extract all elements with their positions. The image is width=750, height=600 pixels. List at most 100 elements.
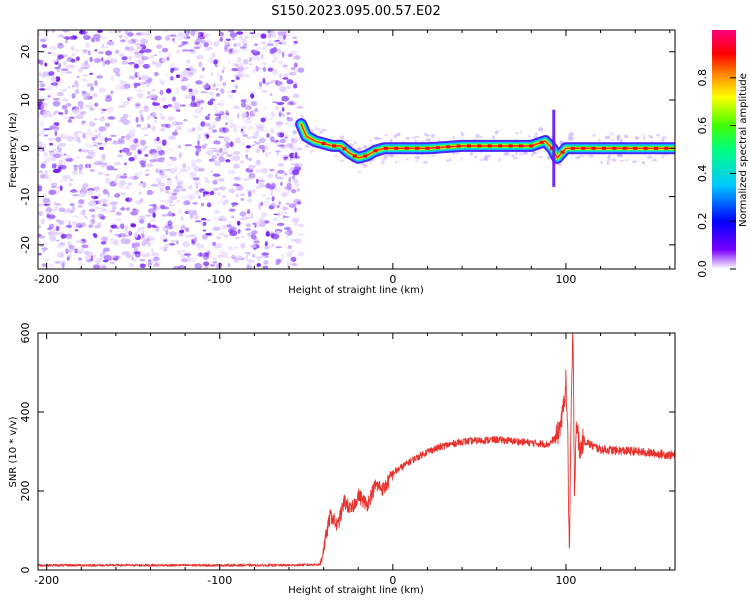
noise-speckle <box>212 257 217 261</box>
noise-speckle <box>139 197 143 204</box>
noise-speckle <box>178 44 183 48</box>
noise-speckle <box>114 178 118 184</box>
noise-speckle <box>50 82 59 86</box>
noise-speckle <box>248 157 252 162</box>
snr-y-tick-label: 0 <box>19 567 32 574</box>
noise-speckle <box>82 239 85 242</box>
noise-speckle <box>54 59 59 63</box>
noise-speckle <box>284 186 292 190</box>
noise-speckle <box>279 86 287 93</box>
noise-speckle <box>179 168 188 173</box>
noise-speckle <box>38 211 44 216</box>
spectrogram-y-tick-label: -20 <box>19 236 32 254</box>
noise-speckle <box>263 105 266 112</box>
noise-speckle <box>171 67 175 70</box>
noise-speckle <box>292 36 298 39</box>
noise-speckle <box>71 53 76 56</box>
ridge-halo-speckle <box>588 153 594 158</box>
noise-speckle <box>91 149 96 152</box>
noise-speckle <box>113 226 120 229</box>
noise-speckle <box>127 39 132 45</box>
noise-speckle <box>48 71 55 76</box>
noise-speckle <box>158 50 164 55</box>
noise-speckle <box>204 47 210 52</box>
noise-speckle <box>71 85 76 88</box>
noise-speckle <box>169 200 174 204</box>
noise-speckle <box>134 43 141 46</box>
noise-speckle <box>215 92 221 97</box>
noise-speckle <box>49 126 58 129</box>
noise-speckle <box>268 205 274 210</box>
noise-speckle <box>231 50 239 55</box>
noise-speckle <box>134 172 138 177</box>
noise-speckle <box>43 194 46 199</box>
noise-speckle <box>187 258 192 262</box>
noise-speckle <box>246 252 251 257</box>
noise-speckle <box>78 163 84 170</box>
noise-speckle <box>190 30 196 36</box>
noise-speckle <box>46 85 53 91</box>
noise-speckle <box>104 96 113 103</box>
noise-speckle <box>251 144 256 147</box>
noise-speckle <box>120 223 125 230</box>
noise-speckle <box>225 114 228 117</box>
noise-speckle <box>48 150 55 153</box>
noise-speckle <box>121 205 125 212</box>
noise-speckle <box>47 227 52 231</box>
noise-speckle <box>270 111 276 118</box>
noise-speckle <box>195 183 199 190</box>
noise-speckle <box>55 67 64 71</box>
noise-speckle <box>116 154 124 158</box>
noise-speckle <box>38 140 42 147</box>
noise-speckle <box>137 227 141 232</box>
ridge-peak-mark <box>383 146 388 150</box>
noise-speckle <box>99 199 108 203</box>
noise-speckle <box>94 144 99 147</box>
ridge-halo-speckle <box>380 160 386 163</box>
noise-speckle <box>276 152 279 157</box>
noise-speckle <box>166 52 173 59</box>
noise-speckle <box>38 59 41 64</box>
noise-speckle <box>222 127 230 133</box>
noise-speckle <box>90 195 98 199</box>
ridge-halo-speckle <box>406 158 409 161</box>
noise-speckle <box>177 208 182 215</box>
noise-speckle <box>295 163 303 168</box>
noise-speckle <box>271 138 276 143</box>
noise-speckle <box>57 34 65 38</box>
noise-speckle <box>194 145 202 149</box>
ridge-halo-speckle <box>534 132 538 136</box>
noise-speckle <box>145 83 151 87</box>
noise-speckle <box>230 152 239 156</box>
noise-speckle <box>275 106 279 110</box>
noise-speckle <box>39 83 46 88</box>
noise-speckle <box>94 225 101 229</box>
noise-speckle <box>263 201 271 207</box>
ridge-halo-speckle <box>388 154 395 158</box>
noise-speckle <box>257 183 266 188</box>
noise-speckle <box>109 261 115 265</box>
snr-y-tick-label: 600 <box>19 323 32 344</box>
noise-speckle <box>140 127 149 130</box>
noise-speckle <box>214 211 222 213</box>
noise-speckle <box>285 234 289 239</box>
noise-speckle <box>38 113 42 117</box>
ridge-halo-speckle <box>651 159 658 162</box>
noise-speckle <box>49 45 57 50</box>
noise-speckle <box>100 241 107 245</box>
noise-speckle <box>77 139 81 144</box>
noise-speckle <box>103 204 110 208</box>
noise-speckle <box>194 108 203 114</box>
noise-speckle <box>63 36 71 40</box>
noise-speckle <box>247 125 255 130</box>
noise-speckle <box>117 255 121 258</box>
noise-speckle <box>193 238 198 242</box>
noise-speckle <box>204 115 210 121</box>
ridge-halo-speckle <box>612 158 617 163</box>
noise-speckle <box>151 152 159 159</box>
noise-speckle <box>127 137 136 142</box>
noise-speckle <box>160 168 167 172</box>
noise-speckle <box>252 189 256 194</box>
noise-speckle <box>260 41 267 45</box>
noise-speckle <box>51 183 57 188</box>
